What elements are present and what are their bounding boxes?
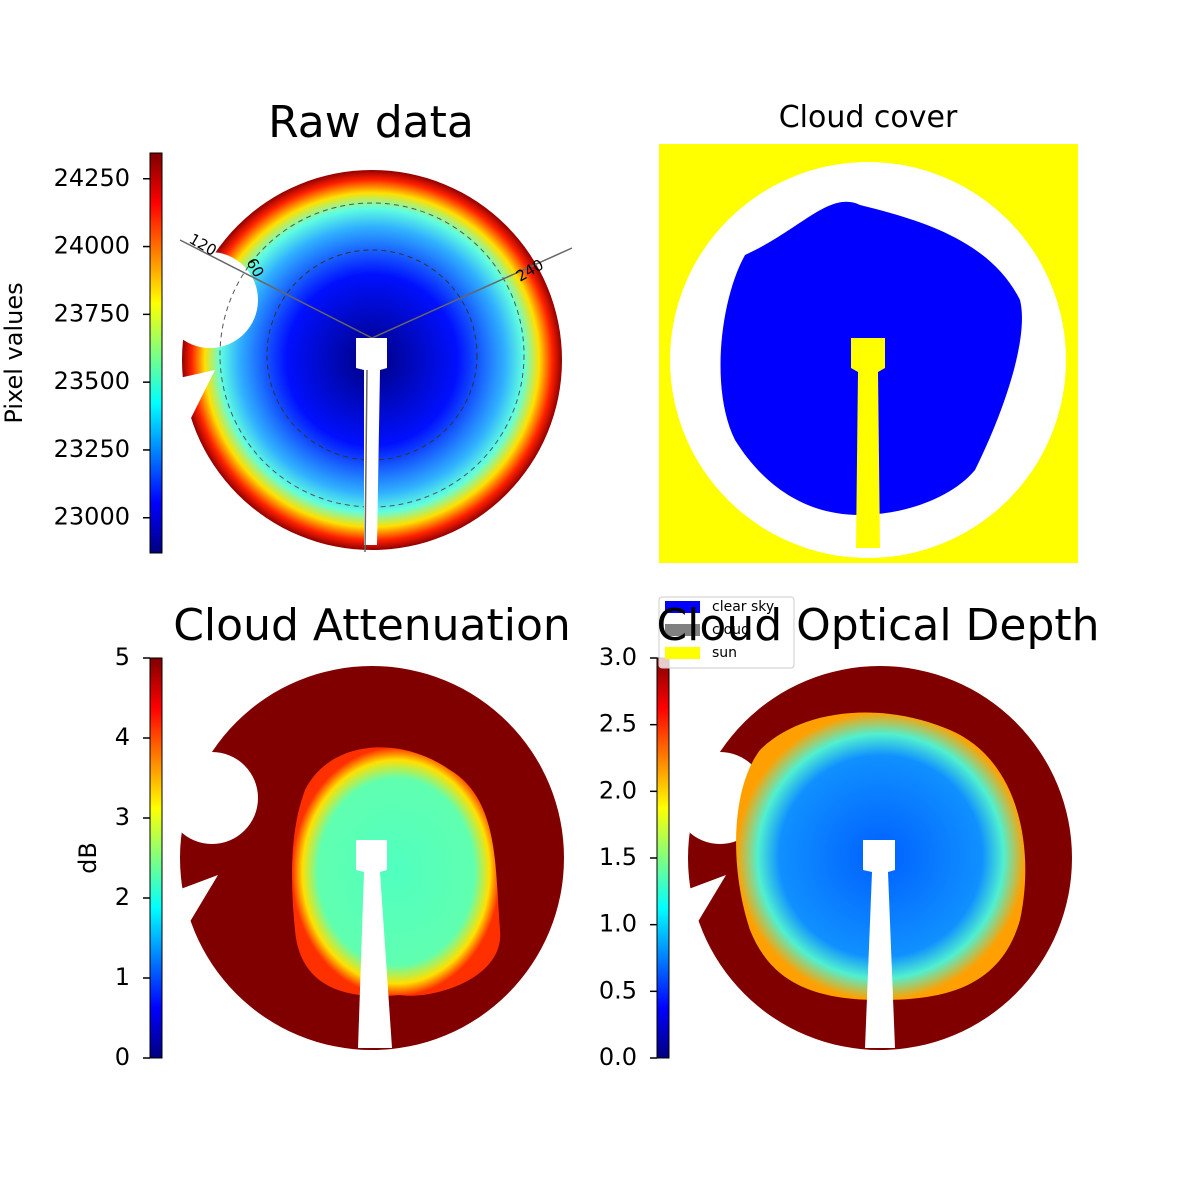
colorbar-label: Pixel values [0, 282, 28, 423]
colorbar-tick-label: 23250 [54, 435, 130, 463]
legend-swatch [665, 624, 700, 636]
colorbar-tick-label: 23750 [54, 299, 130, 327]
legend-swatch [665, 601, 700, 613]
panel-title: Raw data [268, 97, 474, 148]
colorbar-tick-label: 2 [115, 883, 130, 911]
colorbar-tick-label: 24250 [54, 164, 130, 192]
legend-label: sun [712, 645, 737, 661]
colorbar-tick-label: 3 [115, 803, 130, 831]
colorbar-tick-label: 24000 [54, 232, 130, 260]
legend: clear sky cloud sun [658, 596, 795, 669]
colorbar-tick-label: 2.5 [599, 710, 637, 738]
legend-label: clear sky [712, 599, 774, 615]
colorbar-tick-label: 1.0 [599, 910, 637, 938]
attenuation-image [166, 666, 564, 1050]
colorbar-tick-label: 4 [115, 723, 130, 751]
panel-title: Cloud Attenuation [173, 600, 571, 651]
colorbar-tick-label: 0 [115, 1043, 130, 1071]
colorbar-tick-label: 0.5 [599, 976, 637, 1004]
colorbar-tick-label: 3.0 [599, 643, 637, 671]
raw-image [162, 170, 573, 553]
colorbar [149, 657, 163, 1059]
cloud-cover-image [659, 144, 1078, 563]
colorbar-label: dB [74, 842, 102, 874]
colorbar-tick-label: 23500 [54, 367, 130, 395]
colorbar-tick-label: 1 [115, 963, 130, 991]
colorbar [656, 657, 670, 1059]
panel-title: Cloud cover [779, 100, 958, 135]
legend-swatch [665, 647, 700, 659]
legend-label: cloud [712, 622, 750, 638]
colorbar [149, 152, 163, 554]
colorbar-tick-label: 0.0 [599, 1043, 637, 1071]
panel-title: Cloud Optical Depth [656, 600, 1099, 651]
colorbar-tick-label: 1.5 [599, 843, 637, 871]
colorbar-tick-label: 2.0 [599, 776, 637, 804]
optical-depth-image [674, 666, 1072, 1050]
colorbar-tick-label: 5 [115, 643, 130, 671]
colorbar-tick-label: 23000 [54, 503, 130, 531]
